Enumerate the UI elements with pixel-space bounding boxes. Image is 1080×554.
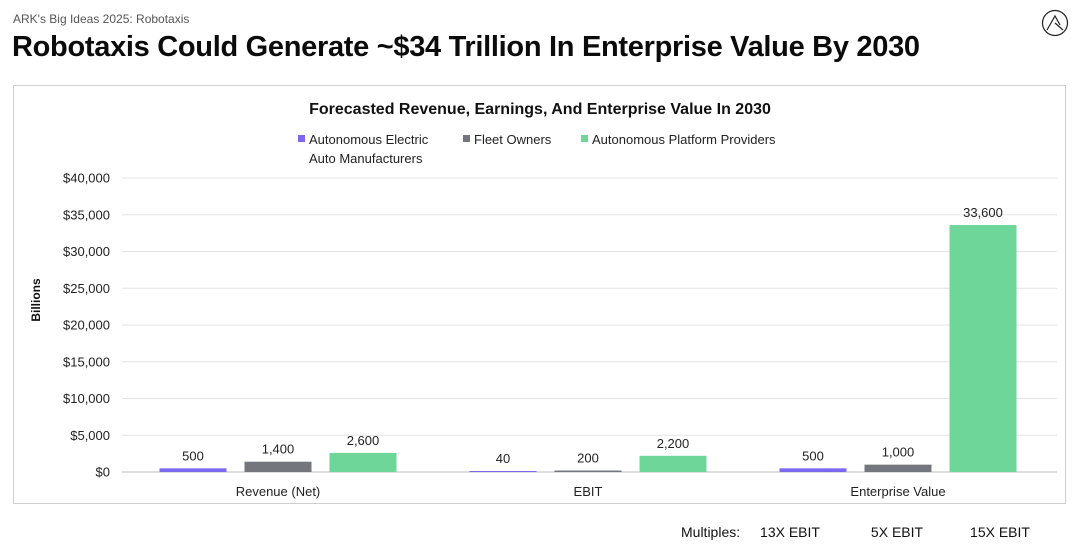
multiple-value: 15X EBIT — [970, 524, 1030, 540]
legend-swatch — [463, 135, 470, 142]
kicker-text: ARK's Big Ideas 2025: Robotaxis — [13, 12, 190, 26]
data-label: 40 — [496, 451, 510, 466]
legend-label: Autonomous Platform Providers — [592, 132, 776, 147]
y-tick-label: $40,000 — [63, 171, 110, 186]
legend-label: Fleet Owners — [474, 132, 552, 147]
data-label: 1,400 — [262, 442, 295, 457]
bar — [779, 468, 847, 472]
bar — [864, 464, 932, 472]
data-label: 1,000 — [882, 445, 915, 460]
x-tick-label: Revenue (Net) — [236, 484, 321, 499]
data-label: 500 — [802, 448, 824, 463]
bar — [949, 225, 1017, 472]
bar — [554, 470, 622, 472]
y-tick-label: $15,000 — [63, 354, 110, 369]
bar — [244, 461, 312, 472]
bar — [639, 455, 707, 472]
bar — [469, 471, 537, 472]
y-tick-label: $30,000 — [63, 244, 110, 259]
x-tick-label: Enterprise Value — [850, 484, 945, 499]
multiples-label: Multiples: — [681, 524, 741, 540]
chart-panel — [13, 85, 1066, 504]
legend-swatch — [298, 135, 305, 142]
multiples-row: Multiples: 13X EBIT 5X EBIT 15X EBIT — [0, 524, 1080, 544]
multiple-value: 13X EBIT — [760, 524, 820, 540]
legend-label: Auto Manufacturers — [309, 151, 423, 166]
multiple-value: 5X EBIT — [870, 524, 924, 540]
x-tick-label: EBIT — [574, 484, 603, 499]
y-tick-label: $35,000 — [63, 207, 110, 222]
bar — [159, 468, 227, 472]
data-label: 2,200 — [657, 436, 690, 451]
y-tick-label: $25,000 — [63, 281, 110, 296]
y-tick-label: $0 — [96, 465, 110, 480]
page-title: Robotaxis Could Generate ~$34 Trillion I… — [12, 31, 920, 63]
data-label: 500 — [182, 448, 204, 463]
legend-label: Autonomous Electric — [309, 132, 429, 147]
y-tick-label: $20,000 — [63, 318, 110, 333]
bar — [329, 452, 397, 472]
data-label: 33,600 — [963, 205, 1003, 220]
legend-swatch — [581, 135, 588, 142]
ark-logo-icon — [1041, 9, 1069, 37]
data-label: 200 — [577, 451, 599, 466]
y-tick-label: $5,000 — [70, 428, 110, 443]
y-axis-label: Billions — [29, 278, 43, 322]
data-label: 2,600 — [347, 433, 380, 448]
y-tick-label: $10,000 — [63, 391, 110, 406]
chart-title: Forecasted Revenue, Earnings, And Enterp… — [309, 101, 771, 118]
